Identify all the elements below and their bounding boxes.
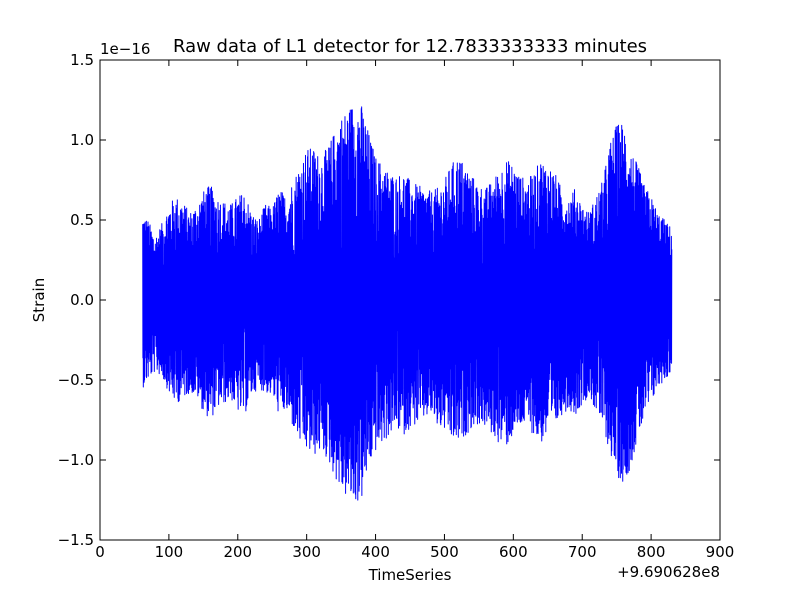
x-axis-title: TimeSeries	[368, 566, 452, 584]
y-scale-label: 1e−16	[100, 40, 150, 58]
x-tick-label: 200	[223, 543, 252, 561]
x-tick-label: 500	[430, 543, 459, 561]
x-tick-label: 0	[95, 543, 105, 561]
x-tick-label: 600	[499, 543, 528, 561]
x-tick-label: 800	[637, 543, 666, 561]
y-tick-label: −0.5	[58, 371, 94, 389]
ticks-layer: 0 100 200 300 400 500 600 700 800 900 −1.5 −1.0 −0.5…	[58, 51, 735, 561]
x-tick-label: 300	[292, 543, 321, 561]
x-tick-label: 400	[361, 543, 390, 561]
series-line	[142, 106, 673, 501]
y-tick-label: 1.0	[70, 131, 94, 149]
y-tick-label: 0.5	[70, 211, 94, 229]
x-tick-label: 900	[706, 543, 735, 561]
y-tick-label: 1.5	[70, 51, 94, 69]
y-tick-label: −1.0	[58, 451, 94, 469]
x-offset-label: +9.690628e8	[617, 563, 720, 581]
x-tick-label: 700	[568, 543, 597, 561]
y-tick-label: −1.5	[58, 531, 94, 549]
y-tick-label: 0.0	[70, 291, 94, 309]
chart-title: Raw data of L1 detector for 12.783333333…	[173, 36, 647, 57]
y-axis-title: Strain	[30, 278, 48, 322]
series-layer	[142, 106, 673, 501]
x-tick-label: 100	[155, 543, 184, 561]
